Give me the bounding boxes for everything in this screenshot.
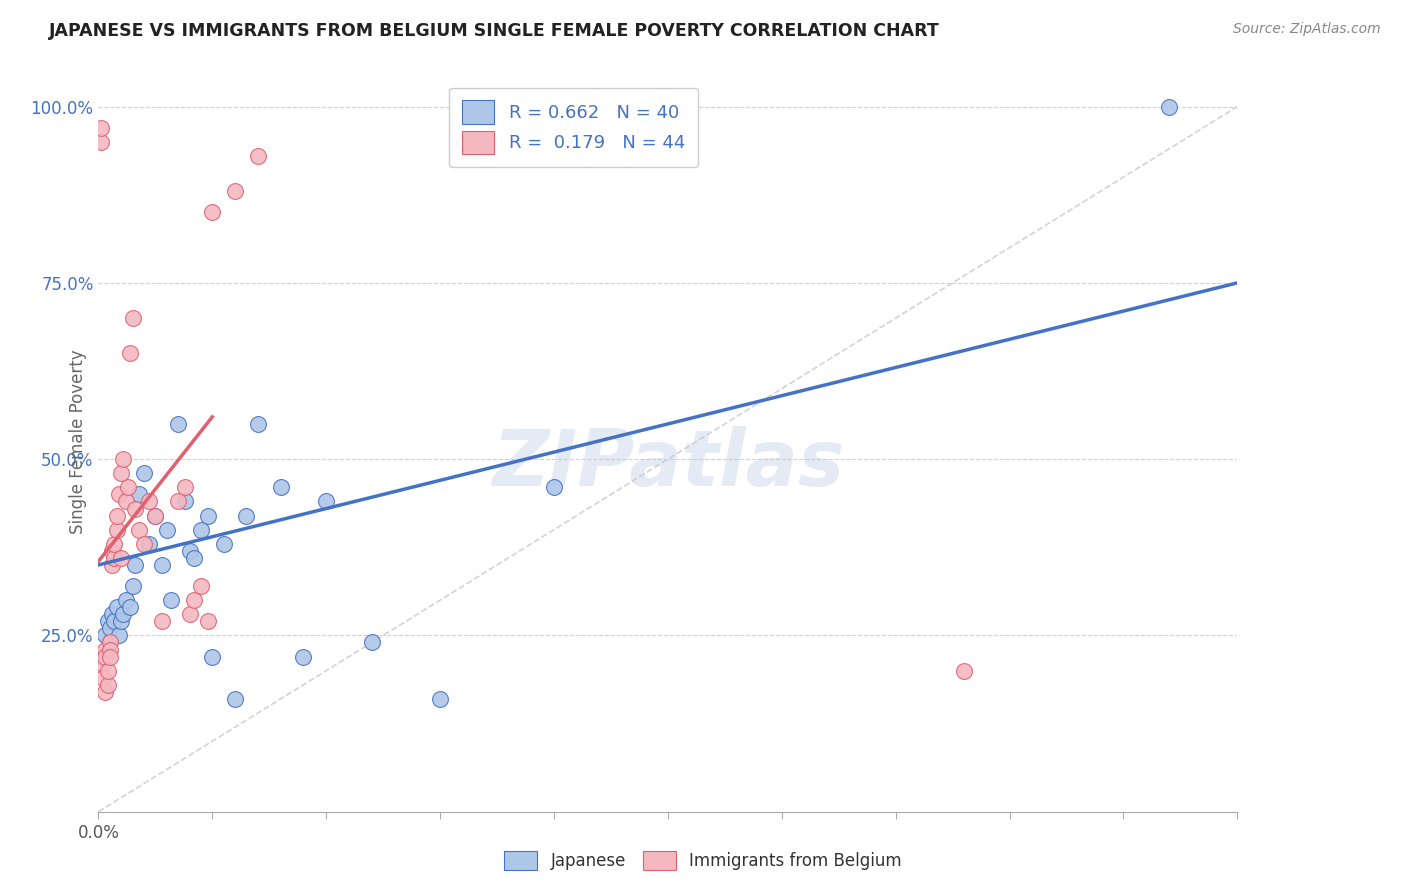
Point xyxy=(98,635,121,649)
Point xyxy=(190,523,212,537)
Point xyxy=(110,615,132,629)
Point xyxy=(121,579,143,593)
Point xyxy=(132,467,155,481)
Point xyxy=(246,417,269,431)
Point xyxy=(429,692,451,706)
Point xyxy=(315,494,337,508)
Point xyxy=(174,494,197,508)
Point xyxy=(174,480,197,494)
Point xyxy=(105,523,128,537)
Point xyxy=(128,487,150,501)
Point xyxy=(128,523,150,537)
Point xyxy=(235,508,257,523)
Point xyxy=(167,417,190,431)
Point xyxy=(183,550,205,565)
Point xyxy=(98,621,121,635)
Point xyxy=(270,480,292,494)
Point xyxy=(124,558,146,572)
Point xyxy=(91,649,114,664)
Point xyxy=(114,494,136,508)
Point xyxy=(197,615,219,629)
Point xyxy=(179,544,201,558)
Point xyxy=(138,494,160,508)
Point xyxy=(197,508,219,523)
Point xyxy=(94,685,117,699)
Point xyxy=(112,452,135,467)
Point xyxy=(91,657,114,671)
Point xyxy=(953,664,976,678)
Point xyxy=(150,558,173,572)
Point xyxy=(132,537,155,551)
Point xyxy=(101,544,124,558)
Point xyxy=(108,487,131,501)
Point xyxy=(90,135,112,149)
Point xyxy=(156,523,179,537)
Point xyxy=(183,593,205,607)
Text: JAPANESE VS IMMIGRANTS FROM BELGIUM SINGLE FEMALE POVERTY CORRELATION CHART: JAPANESE VS IMMIGRANTS FROM BELGIUM SING… xyxy=(49,22,941,40)
Point xyxy=(94,628,117,642)
Point xyxy=(120,600,142,615)
Point xyxy=(167,494,190,508)
Point xyxy=(117,480,139,494)
Point xyxy=(108,628,131,642)
Text: ZIPatlas: ZIPatlas xyxy=(492,425,844,502)
Point xyxy=(121,311,143,326)
Point xyxy=(150,615,173,629)
Point xyxy=(110,467,132,481)
Point xyxy=(105,600,128,615)
Point xyxy=(543,480,565,494)
Point xyxy=(94,642,117,657)
Point xyxy=(201,649,224,664)
Point xyxy=(103,550,125,565)
Point xyxy=(96,615,118,629)
Point xyxy=(112,607,135,622)
Point xyxy=(105,508,128,523)
Point xyxy=(246,149,269,163)
Point xyxy=(103,615,125,629)
Point xyxy=(101,558,124,572)
Point xyxy=(94,649,117,664)
Point xyxy=(91,649,114,664)
Point xyxy=(110,550,132,565)
Point xyxy=(101,607,124,622)
Point xyxy=(145,508,167,523)
Point xyxy=(138,537,160,551)
Point xyxy=(98,649,121,664)
Point xyxy=(360,635,382,649)
Point xyxy=(96,678,118,692)
Y-axis label: Single Female Poverty: Single Female Poverty xyxy=(69,350,87,533)
Legend: Japanese, Immigrants from Belgium: Japanese, Immigrants from Belgium xyxy=(498,844,908,877)
Point xyxy=(120,346,142,360)
Point xyxy=(1157,100,1180,114)
Point xyxy=(190,579,212,593)
Point xyxy=(103,537,125,551)
Point xyxy=(96,664,118,678)
Point xyxy=(201,205,224,219)
Point xyxy=(224,184,246,198)
Point xyxy=(90,120,112,135)
Point xyxy=(292,649,315,664)
Point xyxy=(114,593,136,607)
Point xyxy=(91,671,114,685)
Point xyxy=(224,692,246,706)
Point xyxy=(179,607,201,622)
Point xyxy=(160,593,183,607)
Text: Source: ZipAtlas.com: Source: ZipAtlas.com xyxy=(1233,22,1381,37)
Point xyxy=(98,642,121,657)
Point xyxy=(145,508,167,523)
Legend: R = 0.662   N = 40, R =  0.179   N = 44: R = 0.662 N = 40, R = 0.179 N = 44 xyxy=(449,87,697,167)
Point xyxy=(98,635,121,649)
Point xyxy=(212,537,235,551)
Point xyxy=(124,501,146,516)
